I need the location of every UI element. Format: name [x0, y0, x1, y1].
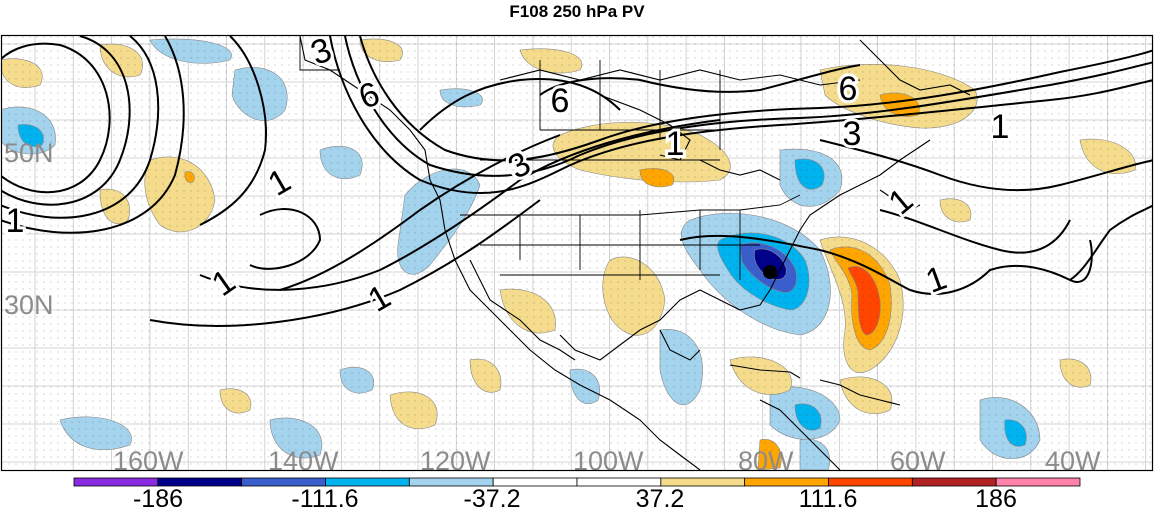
coastlines: [299, 36, 971, 470]
colorbar-tick-label: 186: [975, 485, 1017, 509]
pv-contours: [2, 36, 1152, 327]
lon-label: 100W: [573, 446, 644, 472]
pv-map: 3 6 6 3 1 6 3 1 1 1 1 1 1 1 50N 30N 160W…: [0, 34, 1154, 472]
storm-location-marker: [763, 265, 777, 279]
lon-label: 40W: [1045, 446, 1101, 472]
contour-label: 6: [551, 82, 570, 120]
lon-label: 80W: [738, 446, 794, 472]
figure-title: F108 250 hPa PV: [509, 2, 645, 21]
contour-label: 3: [843, 115, 862, 153]
lon-label: 140W: [268, 446, 339, 472]
contour-label: 1: [991, 108, 1010, 146]
lat-label: 50N: [4, 138, 54, 168]
contour-label: 6: [839, 70, 858, 108]
colorbar-tick-label: 111.6: [799, 485, 858, 509]
colorbar-swatch: [995, 477, 1081, 487]
colorbar-tick-label: -37.2: [464, 485, 521, 509]
axis-labels: 50N 30N 160W 140W 120W 100W 80W 60W 40W: [4, 138, 1101, 472]
contour-label: 1: [6, 202, 25, 240]
colorbar-swatches: [73, 477, 1081, 487]
contour-label: 1: [666, 125, 685, 163]
lat-label: 30N: [4, 290, 54, 320]
map-frame: [0, 34, 1154, 472]
lon-label: 60W: [890, 446, 946, 472]
lon-label: 120W: [420, 446, 491, 472]
colorbar: -186 -111.6 -37.2 37.2 111.6 186: [73, 477, 1081, 509]
colorbar-ticks: -186 -111.6 -37.2 37.2 111.6 186: [133, 485, 1017, 509]
colorbar-tick-label: 37.2: [636, 485, 685, 509]
colorbar-tick-label: -186: [133, 485, 183, 509]
lon-label: 160W: [113, 446, 184, 472]
stipple-overlay: [2, 36, 1152, 470]
colorbar-tick-label: -111.6: [291, 485, 358, 509]
